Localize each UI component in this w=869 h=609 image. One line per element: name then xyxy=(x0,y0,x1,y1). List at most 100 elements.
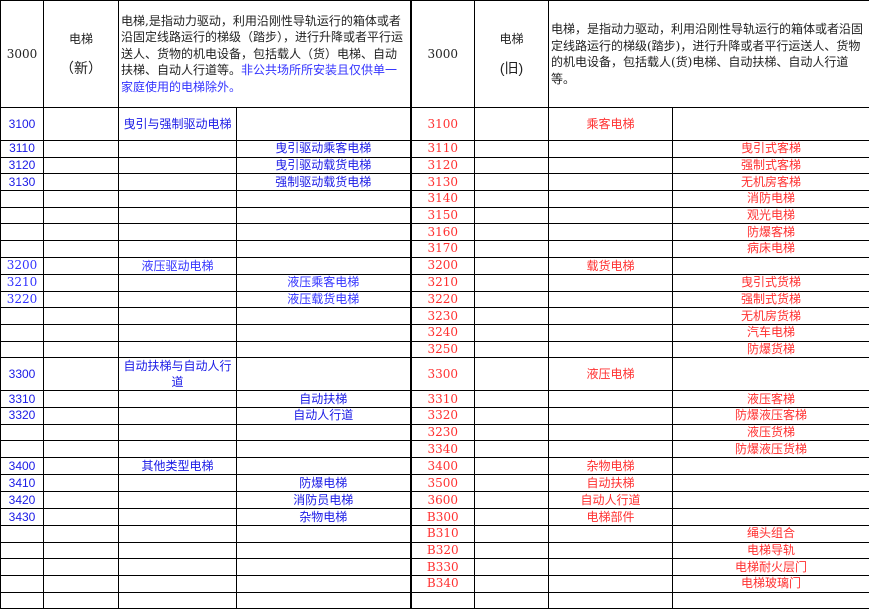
old-code-cell[interactable]: 3500 xyxy=(411,475,475,492)
old-category-cell[interactable] xyxy=(549,324,673,341)
new-name[interactable]: 电梯（新） xyxy=(44,1,119,108)
new-category-cell[interactable] xyxy=(119,391,237,408)
old-code-cell[interactable]: 3140 xyxy=(411,191,475,208)
new-code[interactable]: 3000 xyxy=(1,1,44,108)
old-category-cell[interactable] xyxy=(549,407,673,424)
new-category-cell[interactable] xyxy=(119,592,237,609)
new-empty-cell[interactable] xyxy=(44,424,119,441)
new-empty-cell[interactable] xyxy=(44,174,119,191)
old-empty-cell[interactable] xyxy=(475,441,549,458)
old-category-cell[interactable] xyxy=(549,224,673,241)
old-empty-cell[interactable] xyxy=(475,241,549,258)
old-empty-cell[interactable] xyxy=(475,424,549,441)
old-subcategory-cell[interactable] xyxy=(673,358,869,391)
old-subcategory-cell[interactable]: 曳引式客梯 xyxy=(673,141,869,158)
old-empty-cell[interactable] xyxy=(475,308,549,325)
new-empty-cell[interactable] xyxy=(44,492,119,509)
new-subcategory-cell[interactable] xyxy=(237,576,411,593)
new-empty-cell[interactable] xyxy=(44,324,119,341)
new-category-cell[interactable] xyxy=(119,141,237,158)
new-subcategory-cell[interactable]: 曳引驱动载货电梯 xyxy=(237,157,411,174)
new-empty-cell[interactable] xyxy=(44,224,119,241)
old-code-cell[interactable]: B340 xyxy=(411,576,475,593)
old-subcategory-cell[interactable] xyxy=(673,458,869,475)
new-subcategory-cell[interactable]: 自动扶梯 xyxy=(237,391,411,408)
old-code-cell[interactable]: 3130 xyxy=(411,174,475,191)
new-code-cell[interactable] xyxy=(1,241,44,258)
old-code-cell[interactable]: 3200 xyxy=(411,257,475,274)
new-subcategory-cell[interactable] xyxy=(237,308,411,325)
old-code-cell[interactable]: B320 xyxy=(411,542,475,559)
new-code-cell[interactable]: 3310 xyxy=(1,391,44,408)
old-category-cell[interactable] xyxy=(549,274,673,291)
old-subcategory-cell[interactable] xyxy=(673,257,869,274)
new-category-cell[interactable] xyxy=(119,475,237,492)
new-code-cell[interactable]: 3320 xyxy=(1,407,44,424)
new-empty-cell[interactable] xyxy=(44,257,119,274)
new-subcategory-cell[interactable]: 曳引驱动乘客电梯 xyxy=(237,141,411,158)
old-subcategory-cell[interactable]: 防爆液压货梯 xyxy=(673,441,869,458)
old-subcategory-cell[interactable]: 电梯玻璃门 xyxy=(673,576,869,593)
new-subcategory-cell[interactable] xyxy=(237,358,411,391)
old-empty-cell[interactable] xyxy=(475,207,549,224)
new-code-cell[interactable]: 3210 xyxy=(1,274,44,291)
old-code-cell[interactable]: 3310 xyxy=(411,391,475,408)
old-name[interactable]: 电梯(旧) xyxy=(475,1,549,108)
new-code-cell[interactable]: 3220 xyxy=(1,291,44,308)
old-code-cell[interactable]: B310 xyxy=(411,526,475,543)
old-empty-cell[interactable] xyxy=(475,257,549,274)
old-code-cell[interactable]: 3120 xyxy=(411,157,475,174)
old-subcategory-cell[interactable]: 绳头组合 xyxy=(673,526,869,543)
new-empty-cell[interactable] xyxy=(44,407,119,424)
new-category-cell[interactable] xyxy=(119,207,237,224)
old-category-cell[interactable]: 自动人行道 xyxy=(549,492,673,509)
old-empty-cell[interactable] xyxy=(475,174,549,191)
old-category-cell[interactable] xyxy=(549,341,673,358)
old-code-cell[interactable]: 3300 xyxy=(411,358,475,391)
old-subcategory-cell[interactable]: 防爆液压客梯 xyxy=(673,407,869,424)
old-category-cell[interactable] xyxy=(549,391,673,408)
old-code-cell[interactable]: 3170 xyxy=(411,241,475,258)
old-empty-cell[interactable] xyxy=(475,358,549,391)
new-empty-cell[interactable] xyxy=(44,191,119,208)
old-category-cell[interactable] xyxy=(549,542,673,559)
old-empty-cell[interactable] xyxy=(475,224,549,241)
new-code-cell[interactable]: 3100 xyxy=(1,108,44,141)
old-subcategory-cell[interactable]: 曳引式货梯 xyxy=(673,274,869,291)
old-category-cell[interactable]: 杂物电梯 xyxy=(549,458,673,475)
new-subcategory-cell[interactable] xyxy=(237,324,411,341)
new-subcategory-cell[interactable]: 杂物电梯 xyxy=(237,509,411,526)
old-category-cell[interactable] xyxy=(549,291,673,308)
old-code-cell[interactable]: 3230 xyxy=(411,424,475,441)
new-code-cell[interactable]: 3120 xyxy=(1,157,44,174)
new-category-cell[interactable] xyxy=(119,191,237,208)
old-code-cell[interactable]: 3150 xyxy=(411,207,475,224)
new-subcategory-cell[interactable]: 防爆电梯 xyxy=(237,475,411,492)
new-code-cell[interactable]: 3420 xyxy=(1,492,44,509)
new-empty-cell[interactable] xyxy=(44,526,119,543)
new-category-cell[interactable] xyxy=(119,441,237,458)
new-category-cell[interactable] xyxy=(119,559,237,576)
new-code-cell[interactable] xyxy=(1,424,44,441)
new-code-cell[interactable] xyxy=(1,559,44,576)
new-empty-cell[interactable] xyxy=(44,441,119,458)
new-empty-cell[interactable] xyxy=(44,108,119,141)
old-category-cell[interactable] xyxy=(549,157,673,174)
old-subcategory-cell[interactable]: 消防电梯 xyxy=(673,191,869,208)
old-code-cell[interactable]: 3600 xyxy=(411,492,475,509)
new-category-cell[interactable] xyxy=(119,224,237,241)
old-empty-cell[interactable] xyxy=(475,274,549,291)
new-code-cell[interactable] xyxy=(1,542,44,559)
old-code-cell[interactable]: 3110 xyxy=(411,141,475,158)
new-subcategory-cell[interactable]: 消防员电梯 xyxy=(237,492,411,509)
old-subcategory-cell[interactable] xyxy=(673,509,869,526)
old-code-cell[interactable]: 3230 xyxy=(411,308,475,325)
old-empty-cell[interactable] xyxy=(475,509,549,526)
old-subcategory-cell[interactable]: 观光电梯 xyxy=(673,207,869,224)
new-code-cell[interactable]: 3400 xyxy=(1,458,44,475)
old-code-cell[interactable]: B300 xyxy=(411,509,475,526)
old-empty-cell[interactable] xyxy=(475,475,549,492)
old-subcategory-cell[interactable]: 液压客梯 xyxy=(673,391,869,408)
new-category-cell[interactable] xyxy=(119,174,237,191)
new-subcategory-cell[interactable]: 强制驱动载货电梯 xyxy=(237,174,411,191)
